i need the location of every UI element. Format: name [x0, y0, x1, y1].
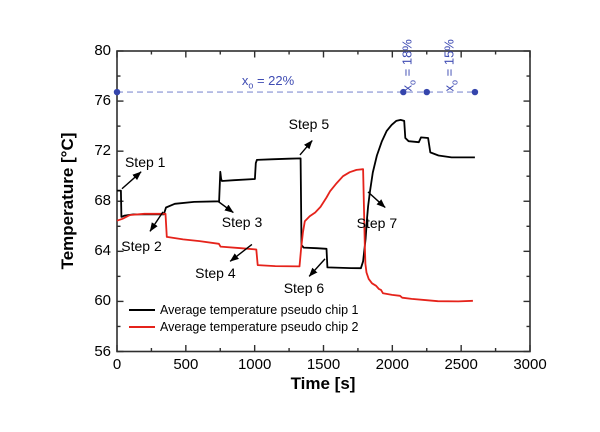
x-tick-label: 2500	[444, 356, 478, 373]
legend-line-sample-chip2	[129, 325, 155, 328]
step-label: Step 3	[221, 214, 263, 231]
oxygen-fraction-label: xo = 22%	[241, 73, 295, 91]
legend-item-chip1: Average temperature pseudo chip 1	[129, 301, 359, 318]
step-annotation-arrow	[149, 211, 164, 232]
step-annotation-arrow	[121, 171, 142, 190]
legend-label-chip1: Average temperature pseudo chip 1	[160, 302, 359, 317]
y-tick-label: 60	[94, 292, 111, 310]
step-label: Step 1	[124, 153, 166, 170]
y-tick-label: 68	[94, 192, 111, 210]
step-label: Step 2	[121, 238, 162, 255]
y-tick-label: 76	[94, 92, 111, 110]
step-annotation-arrow	[217, 200, 234, 214]
x-tick-label: 3000	[513, 356, 547, 373]
step-annotation-arrow	[308, 258, 326, 277]
oxygen-marker-dot	[423, 88, 430, 96]
legend-label-chip2: Average temperature pseudo chip 2	[160, 319, 359, 334]
series-line-chip2	[116, 168, 473, 303]
x-tick-label: 0	[112, 356, 122, 373]
x-tick-label: 1000	[237, 356, 272, 373]
step-label: Step 4	[195, 264, 236, 281]
step-label: Step 6	[283, 279, 325, 296]
step-label: Step 7	[356, 214, 398, 231]
oxygen-marker-dot	[113, 88, 121, 96]
x-tick-label: 2000	[375, 356, 410, 373]
plot-frame	[116, 50, 531, 353]
oxygen-marker-dot	[400, 88, 407, 96]
oxygen-marker-dot	[471, 88, 479, 96]
y-tick-label: 64	[94, 242, 111, 260]
oxygen-fraction-label: xo = 15%	[441, 39, 460, 92]
step-annotation-arrow	[367, 191, 386, 209]
legend: Average temperature pseudo chip 1 Averag…	[129, 301, 359, 335]
x-axis-title: Time [s]	[290, 374, 356, 393]
legend-item-chip2: Average temperature pseudo chip 2	[129, 318, 359, 335]
step-annotation-arrow	[229, 243, 253, 262]
step-annotation-arrow	[299, 140, 313, 156]
step-label: Step 5	[288, 116, 330, 133]
oxygen-fraction-label: xo = 18%	[399, 39, 418, 92]
series-line-chip1	[117, 119, 475, 270]
x-tick-label: 1500	[306, 356, 341, 373]
y-tick-label: 80	[94, 42, 111, 59]
legend-line-sample-chip1	[129, 308, 155, 311]
y-tick-label: 56	[94, 342, 111, 360]
y-tick-label: 72	[94, 142, 111, 160]
x-tick-label: 500	[173, 356, 199, 373]
